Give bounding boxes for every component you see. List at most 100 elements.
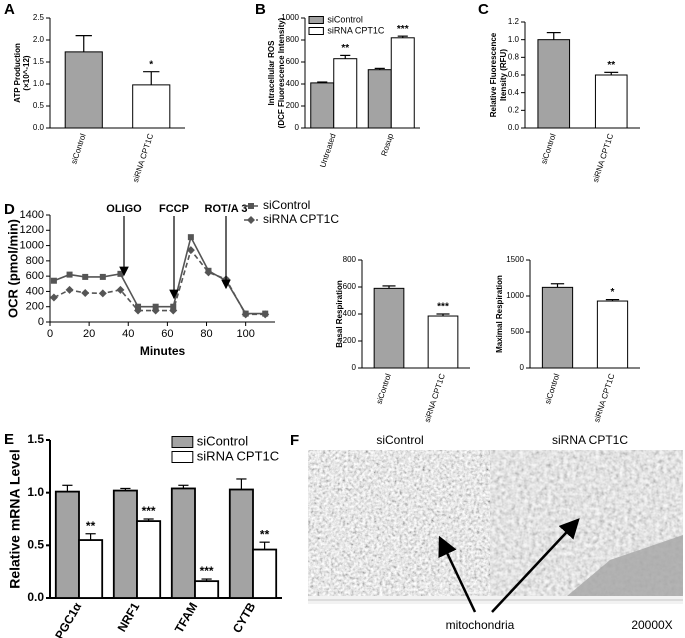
x-tick-label: NRF1 bbox=[115, 600, 143, 634]
y-tick-label: 1200 bbox=[20, 224, 44, 236]
panel-label: E bbox=[4, 431, 14, 448]
x-tick-label: Untreated bbox=[318, 132, 337, 168]
legend-swatch bbox=[171, 436, 194, 448]
bar bbox=[78, 539, 104, 599]
y-tick-label: 1.0 bbox=[508, 35, 520, 44]
marker bbox=[204, 268, 213, 277]
x-tick-label: siRNA CPT1C bbox=[591, 132, 615, 183]
marker bbox=[82, 273, 89, 280]
significance: ** bbox=[341, 43, 349, 54]
significance: * bbox=[611, 287, 615, 298]
significance: *** bbox=[397, 24, 409, 35]
panel-label: D bbox=[4, 201, 15, 218]
legend-label: siControl bbox=[197, 433, 248, 448]
y-tick-label: 1.2 bbox=[508, 17, 520, 26]
y-tick-label: 1500 bbox=[506, 255, 524, 264]
bar bbox=[390, 37, 415, 129]
significance: *** bbox=[142, 504, 156, 518]
x-tick-label: siRNA CPT1C bbox=[423, 372, 447, 423]
y-tick-label: 600 bbox=[286, 57, 300, 66]
x-tick-label: 60 bbox=[161, 328, 173, 340]
y-axis-label: (×10^-12) bbox=[22, 55, 31, 90]
y-tick-label: 0 bbox=[38, 316, 44, 328]
legend-swatch bbox=[308, 27, 324, 35]
marker bbox=[248, 203, 254, 209]
y-tick-label: 1.0 bbox=[27, 485, 44, 499]
y-tick-label: 400 bbox=[286, 79, 300, 88]
marker bbox=[116, 285, 125, 294]
marker bbox=[169, 306, 178, 315]
y-axis-label: Basal Respiration bbox=[335, 280, 344, 348]
y-tick-label: 0.0 bbox=[508, 123, 520, 132]
y-tick-label: 0.0 bbox=[27, 590, 44, 604]
x-tick-label: 100 bbox=[236, 328, 254, 340]
marker bbox=[134, 306, 143, 315]
bar bbox=[112, 489, 138, 599]
panel-label: B bbox=[255, 1, 266, 18]
micrograph-panel: F siControl siRNA CPT1C mitochondria 200… bbox=[290, 432, 683, 632]
series-line bbox=[53, 248, 266, 316]
bar bbox=[427, 315, 459, 369]
y-tick-label: 800 bbox=[343, 255, 357, 264]
y-tick-label: 1000 bbox=[281, 13, 299, 22]
bar bbox=[252, 548, 278, 599]
marker bbox=[151, 306, 160, 315]
y-tick-label: 1.0 bbox=[33, 79, 45, 88]
bar bbox=[373, 287, 405, 369]
bar bbox=[132, 84, 171, 129]
bar bbox=[310, 82, 335, 129]
marker bbox=[117, 270, 124, 277]
x-tick-label: 20 bbox=[83, 328, 95, 340]
bar bbox=[64, 51, 103, 129]
panel-label: C bbox=[478, 1, 489, 18]
y-tick-label: 0.5 bbox=[27, 538, 44, 552]
bar bbox=[194, 580, 220, 599]
significance: ** bbox=[607, 60, 615, 71]
marker bbox=[99, 273, 106, 280]
y-tick-label: 0.0 bbox=[33, 123, 45, 132]
bar bbox=[136, 520, 162, 599]
significance: * bbox=[149, 59, 153, 70]
legend-label: siRNA CPT1C bbox=[197, 448, 279, 463]
x-tick-label: PGC1α bbox=[52, 600, 84, 638]
significance: ** bbox=[260, 527, 270, 541]
x-tick-label: 40 bbox=[122, 328, 134, 340]
bar bbox=[537, 39, 571, 129]
x-tick-label: 0 bbox=[47, 328, 53, 340]
legend-swatch bbox=[308, 16, 324, 24]
bar bbox=[541, 286, 574, 369]
x-axis-label: Minutes bbox=[140, 344, 186, 358]
x-tick-label: CYTB bbox=[230, 600, 259, 636]
x-tick-label: siRNA CPT1C bbox=[592, 372, 616, 423]
annotation: FCCP bbox=[159, 203, 189, 215]
y-tick-label: 500 bbox=[511, 327, 525, 336]
membrane-region bbox=[560, 535, 683, 602]
y-tick-label: 1000 bbox=[20, 239, 44, 251]
arrow bbox=[491, 518, 580, 613]
bar bbox=[333, 58, 358, 129]
marker bbox=[65, 285, 74, 294]
y-tick-label: 1000 bbox=[506, 291, 524, 300]
y-tick-label: 0 bbox=[520, 363, 525, 372]
y-tick-label: 1400 bbox=[20, 209, 44, 221]
annotation: OLIGO bbox=[106, 203, 142, 215]
y-tick-label: 800 bbox=[286, 35, 300, 44]
y-tick-label: 200 bbox=[343, 336, 357, 345]
bar bbox=[596, 300, 629, 369]
bar bbox=[594, 74, 628, 129]
bar bbox=[367, 69, 392, 129]
legend-label: siControl bbox=[263, 198, 310, 212]
marker bbox=[50, 277, 57, 284]
bar bbox=[170, 487, 196, 599]
x-tick-label: siControl bbox=[539, 132, 557, 165]
marker bbox=[49, 293, 58, 302]
x-tick-label: siControl bbox=[69, 132, 87, 165]
bar bbox=[228, 488, 254, 599]
x-tick-label: 80 bbox=[200, 328, 212, 340]
y-axis-label: Maximal Respiration bbox=[495, 275, 504, 353]
y-tick-label: 400 bbox=[26, 285, 44, 297]
y-axis-label: ATP Production bbox=[13, 43, 22, 103]
y-tick-label: 600 bbox=[343, 282, 357, 291]
y-axis-label: Relative mRNA Level bbox=[7, 449, 23, 589]
